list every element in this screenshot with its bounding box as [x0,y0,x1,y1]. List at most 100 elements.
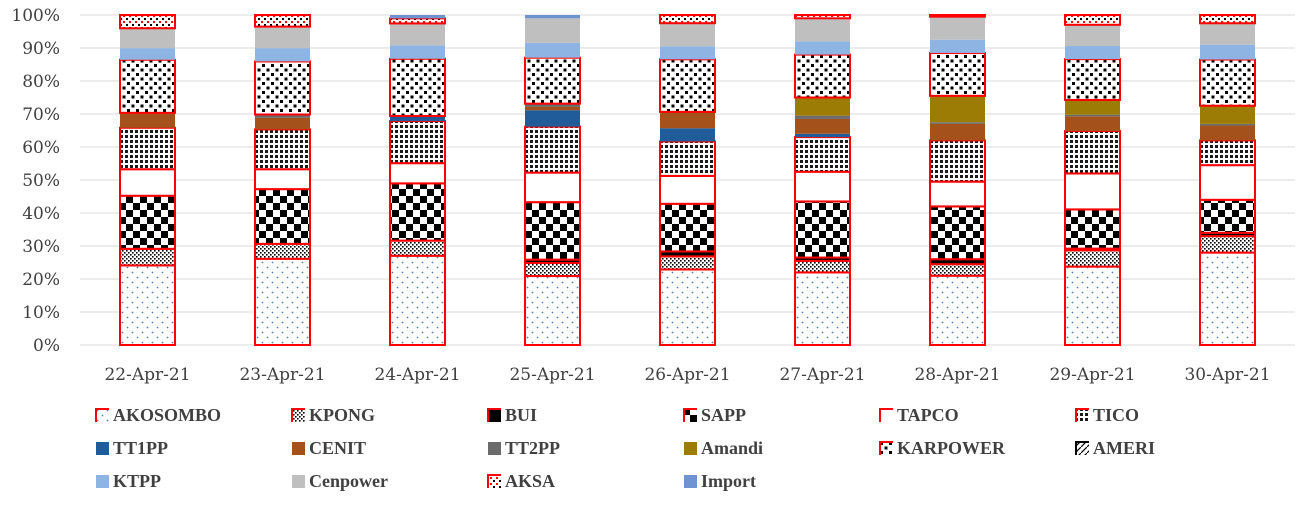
bars [119,14,1256,347]
bar-segment-tico [794,136,851,173]
bar-segment-tt2pp [930,122,985,124]
bar-segment-sapp [254,188,311,245]
bar-segment-cenpower [1065,24,1120,47]
bar-segment-cenit [120,112,175,128]
x-tick-label: 24-Apr-21 [374,365,460,385]
bar-segment-tt1pp [795,133,850,138]
legend-item-karpower: KARPOWER [879,437,1005,459]
bar-segment-cenpower [660,23,715,47]
legend-swatch [683,408,697,422]
legend-label: Cenpower [309,470,388,491]
legend-item-ameri: AMERI [1075,437,1155,459]
legend-item-import: Import [683,470,756,492]
bar-segment-ktpp [525,42,580,58]
legend-item-bui: BUI [487,404,537,426]
legend-swatch [879,441,893,455]
bar-segment-karpower [1064,58,1121,101]
legend-swatch [487,474,501,488]
bar-segment-tt2pp [795,115,850,119]
legend-swatch [1075,441,1089,455]
legend-swatch [96,442,109,455]
bar-segment-cenpower [120,28,175,49]
bar-segment-tapco [254,168,311,191]
bar-segment-ktpp [660,46,715,60]
bar-segment-tapco [1199,164,1256,201]
legend-item-amandi: Amandi [683,437,763,459]
y-tick-label: 30% [22,237,60,257]
bar-segment-karpower [929,51,986,97]
bar-segment-tt1pp [390,116,445,122]
bar-segment-cenit [795,118,850,134]
bar-segment-ktpp [255,48,310,62]
legend-swatch [684,475,697,488]
bar-segment-cenpower [255,26,310,49]
x-tick-label: 30-Apr-21 [1184,365,1270,385]
legend-label: Import [701,470,756,491]
legend-item-tapco: TAPCO [879,404,959,426]
bar-segment-aksa [389,17,446,25]
bar-segment-aksa [119,14,176,30]
bar-segment-kpong [389,239,446,257]
x-tick-label: 26-Apr-21 [644,365,730,385]
legend-label: TAPCO [897,404,959,425]
bar-segment-kpong [1064,249,1121,268]
bar-segment-tico [119,126,176,171]
bar-segment-kpong [254,242,311,260]
bar-segment-tt2pp [1200,123,1255,126]
legend-label: TICO [1093,404,1140,425]
legend-swatch [95,408,109,422]
bar-segment-ktpp [795,41,850,55]
bar-segment-sapp [389,182,446,242]
legend-swatch [684,442,697,455]
bar-segment-karpower [119,58,176,114]
y-tick-label: 60% [22,138,60,158]
x-tick-label: 25-Apr-21 [509,365,595,385]
x-tick-label: 28-Apr-21 [914,365,1000,385]
bar-segment-kpong [659,255,716,271]
x-axis-ticks: 22-Apr-21 23-Apr-21 24-Apr-21 25-Apr-21 26-A… [104,365,1270,385]
legend-label: BUI [505,404,538,425]
bar-segment-aksa [254,14,311,28]
legend-label: Amandi [701,437,764,458]
bar-segment-tapco [1064,172,1121,211]
bar-segment-tt1pp [660,128,715,142]
stacked-percent-bar-chart: 0% 10% 20% 30% 40% 50% 60% 70% 80% 90% 100% 22-Apr… [11,6,1295,385]
bar-segment-cenit [525,106,580,111]
y-tick-label: 40% [22,204,60,224]
bar-segment-sapp [1199,198,1256,234]
bar-segment-akosombo [794,271,851,346]
x-tick-label: 29-Apr-21 [1049,365,1135,385]
legend-label: CENIT [309,437,367,458]
legend-label: TT1PP [113,437,169,458]
bar-segment-cenit [1200,125,1255,141]
bar-segment-karpower [254,60,311,116]
bar-segment-aksa [1064,14,1121,26]
legend-swatch [292,475,305,488]
legend-item-tt1pp: TT1PP [95,437,168,459]
legend-swatch [292,442,305,455]
bar-segment-akosombo [119,264,176,346]
legend-item-kpong: KPONG [291,404,375,426]
legend-item-ktpp: KTPP [95,470,161,492]
legend-label: KPONG [309,404,375,425]
bar-segment-akosombo [389,254,446,346]
legend-swatch [291,408,305,422]
bar-segment-tico [659,140,716,177]
y-tick-label: 100% [11,6,60,26]
legend-item-cenpower: Cenpower [291,470,388,492]
bar-segment-tt2pp [525,103,580,107]
bar-segment-kpong [1199,235,1256,254]
legend-swatch [487,408,501,422]
y-tick-label: 90% [22,39,60,59]
bar-segment-ktpp [930,39,985,53]
bar-segment-ktpp [120,48,175,60]
bar-segment-cenit [930,123,985,141]
bar-segment-karpower [659,58,716,113]
x-tick-label: 23-Apr-21 [239,365,325,385]
bar-segment-ktpp [1200,44,1255,60]
bar-segment-aksa [1199,14,1256,25]
bar-segment-amandi [1065,99,1120,115]
bar-segment-sapp [794,200,851,259]
y-tick-label: 70% [22,105,60,125]
bar-segment-tt2pp [1065,114,1120,117]
